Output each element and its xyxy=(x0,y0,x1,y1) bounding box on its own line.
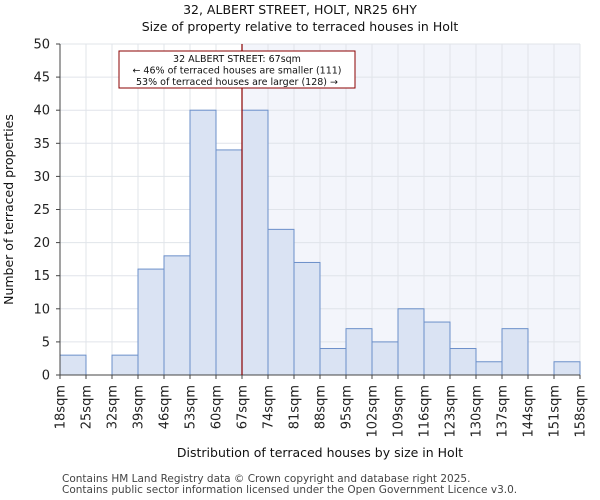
y-tick-label: 20 xyxy=(33,236,50,251)
x-tick-label: 123sqm xyxy=(444,385,459,438)
bar-102sqm xyxy=(371,341,399,376)
bar-74sqm xyxy=(267,228,295,376)
bar-67sqm xyxy=(241,109,269,376)
x-tick-label: 60sqm xyxy=(210,385,225,429)
bar-32sqm xyxy=(111,354,139,376)
y-tick-label: 45 xyxy=(33,71,50,86)
y-tick-label: 30 xyxy=(33,170,50,185)
bar-53sqm xyxy=(189,109,217,376)
x-tick-label: 88sqm xyxy=(314,385,329,429)
bar-95sqm xyxy=(345,328,373,376)
x-tick-label: 25sqm xyxy=(80,385,95,429)
x-tick-label: 130sqm xyxy=(470,385,485,438)
bar-137sqm xyxy=(501,328,529,376)
annotation-box xyxy=(118,50,356,89)
histogram-chart: 0 5 10 15 20 25 30 35 40 45 50 18sqm 25sqm 32sqm 39sqm… xyxy=(1,38,589,461)
x-tick-label: 18sqm xyxy=(54,385,69,429)
footer-licence: Contains public sector information licen… xyxy=(62,484,518,496)
bar-123sqm xyxy=(449,348,477,376)
x-tick-label: 109sqm xyxy=(392,385,407,438)
x-tick-label: 151sqm xyxy=(548,385,563,438)
x-tick-label: 46sqm xyxy=(158,385,173,429)
x-tick-label: 158sqm xyxy=(574,385,589,438)
bar-88sqm xyxy=(319,348,347,376)
bar-130sqm xyxy=(475,361,503,376)
x-tick-label: 81sqm xyxy=(288,385,303,429)
y-tick-label: 35 xyxy=(33,137,50,152)
y-axis-label: Number of terraced properties xyxy=(1,114,16,305)
bar-109sqm xyxy=(397,308,425,376)
x-tick-label: 67sqm xyxy=(236,385,251,429)
x-tick-label: 137sqm xyxy=(496,385,511,438)
x-tick-label: 39sqm xyxy=(132,385,147,429)
annotation-line: ← 46% of terraced houses are smaller (11… xyxy=(132,66,341,77)
y-tick-label: 15 xyxy=(33,269,50,284)
y-tick-label: 50 xyxy=(33,38,50,53)
y-tick-label: 10 xyxy=(33,302,50,317)
bar-39sqm xyxy=(137,268,165,376)
x-tick-label: 53sqm xyxy=(184,385,199,429)
y-tick-label: 40 xyxy=(33,104,50,119)
chart-subtitle: Size of property relative to terraced ho… xyxy=(141,19,459,34)
x-axis-label: Distribution of terraced houses by size … xyxy=(177,445,463,460)
x-tick-label: 32sqm xyxy=(106,385,121,429)
chart-title: 32, ALBERT STREET, HOLT, NR25 6HY xyxy=(183,2,417,17)
y-tick-label: 25 xyxy=(33,203,50,218)
x-tick-label: 95sqm xyxy=(340,385,355,429)
footer-copyright: Contains HM Land Registry data © Crown c… xyxy=(62,473,471,485)
bar-18sqm xyxy=(59,354,87,376)
bar-81sqm xyxy=(293,261,321,376)
y-tick-label: 5 xyxy=(42,335,50,350)
annotation-line: 32 ALBERT STREET: 67sqm xyxy=(173,54,301,65)
x-tick-label: 74sqm xyxy=(262,385,277,429)
bar-60sqm xyxy=(215,149,243,376)
bar-151sqm xyxy=(553,361,581,376)
y-tick-label: 0 xyxy=(42,369,50,384)
bar-46sqm xyxy=(163,255,191,376)
x-tick-label: 102sqm xyxy=(366,385,381,438)
annotation-line: 53% of terraced houses are larger (128) … xyxy=(136,77,338,88)
x-tick-label: 144sqm xyxy=(522,385,537,438)
x-tick-label: 116sqm xyxy=(418,385,433,438)
bar-116sqm xyxy=(423,321,451,376)
